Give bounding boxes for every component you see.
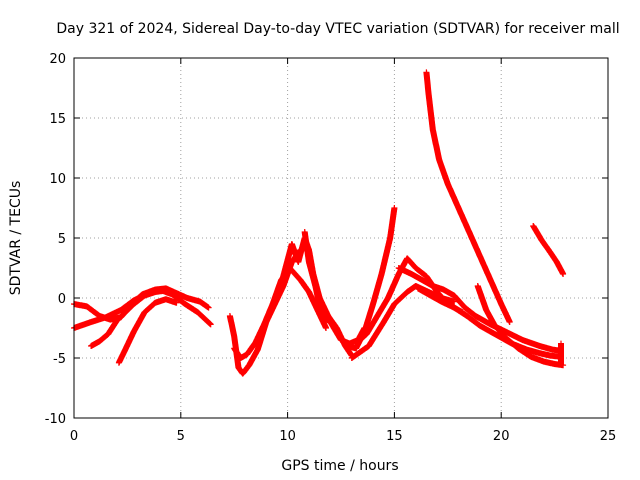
series-track-8 <box>301 229 368 347</box>
series-track-14 <box>423 69 513 325</box>
data-markers <box>71 69 567 377</box>
x-tick-label: 10 <box>279 429 296 444</box>
marker-trace <box>530 223 567 277</box>
marker-trace <box>423 69 513 325</box>
x-tick-label: 0 <box>70 429 78 444</box>
y-tick-label: -10 <box>45 412 66 427</box>
x-tick-label: 5 <box>177 429 185 444</box>
series-track-15 <box>474 283 567 369</box>
x-tick-label: 25 <box>600 429 617 444</box>
y-axis-label: SDTVAR / TECUs <box>8 181 24 296</box>
y-tick-label: 5 <box>58 232 66 247</box>
marker-trace <box>301 229 368 347</box>
y-tick-label: 10 <box>49 172 66 187</box>
y-tick-label: -5 <box>53 352 66 367</box>
x-tick-label: 15 <box>386 429 403 444</box>
plot-frame <box>73 57 609 419</box>
gridlines <box>73 57 609 419</box>
y-tick-label: 20 <box>49 52 66 67</box>
series-track-4 <box>115 296 180 366</box>
x-axis-label: GPS time / hours <box>281 458 398 474</box>
marker-trace <box>88 287 167 349</box>
y-tick-label: 15 <box>49 112 66 127</box>
marker-trace <box>474 283 567 369</box>
chart-title: Day 321 of 2024, Sidereal Day-to-day VTE… <box>56 21 619 37</box>
series-track-16 <box>530 223 567 277</box>
series-track-3 <box>88 287 167 349</box>
marker-trace <box>115 296 180 366</box>
marker-trace <box>558 340 564 367</box>
series-track-12 <box>395 265 564 354</box>
series-track-17 <box>558 340 564 367</box>
tick-labels: 0 5 10 15 20 25 -10 -5 0 5 10 15 20 <box>45 52 617 444</box>
y-tick-label: 0 <box>58 292 66 307</box>
x-tick-label: 20 <box>493 429 510 444</box>
marker-trace <box>395 265 564 354</box>
